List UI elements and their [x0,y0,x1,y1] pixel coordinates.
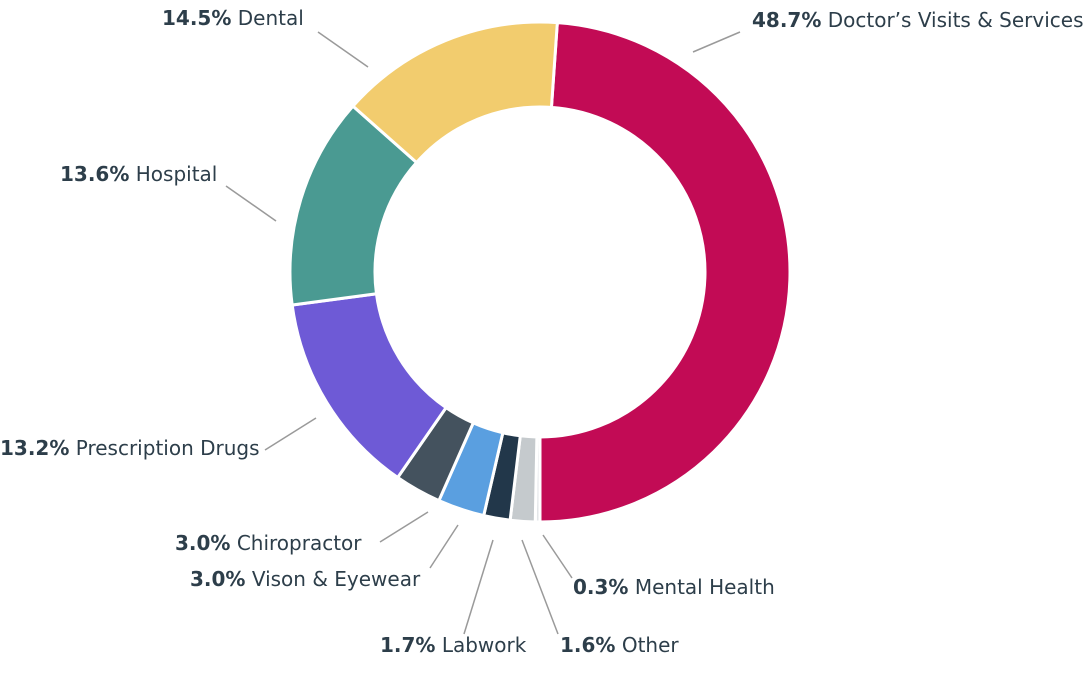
slice-label: 1.7% Labwork [380,633,527,657]
category-label: Hospital [136,162,218,186]
category-label: Labwork [442,633,527,657]
leader-line [264,417,317,451]
value-label: 13.6% [60,162,129,186]
leader-line [379,511,429,543]
value-label: 1.6% [560,633,615,657]
value-label: 0.3% [573,575,628,599]
slice-label: 3.0% Chiropractor [175,531,362,555]
slice-label: 0.3% Mental Health [573,575,775,599]
category-label: Chiropractor [237,531,362,555]
category-label: Mental Health [635,575,775,599]
leader-line [463,539,494,635]
value-label: 13.2% [0,436,69,460]
slice [538,20,792,524]
slice [350,20,559,165]
category-label: Other [622,633,680,657]
leader-line [692,31,741,53]
leader-line [429,524,459,569]
slice-label: 1.6% Other [560,633,679,657]
slice-label: 13.6% Hospital [60,162,217,186]
value-label: 14.5% [162,6,231,30]
value-label: 3.0% [175,531,230,555]
category-label: Dental [238,6,304,30]
leader-line [521,539,559,635]
slice-label: 14.5% Dental [162,6,304,30]
slice-label: 48.7% Doctor’s Visits & Services [752,8,1084,32]
value-label: 1.7% [380,633,435,657]
value-label: 3.0% [190,567,245,591]
category-label: Vison & Eyewear [252,567,421,591]
category-label: Doctor’s Visits & Services [828,8,1084,32]
leader-line [225,185,277,222]
category-label: Prescription Drugs [76,436,260,460]
slice-label: 3.0% Vison & Eyewear [190,567,421,591]
slice-label: 13.2% Prescription Drugs [0,436,260,460]
leader-line [542,534,573,579]
value-label: 48.7% [752,8,821,32]
leader-line [317,31,369,68]
